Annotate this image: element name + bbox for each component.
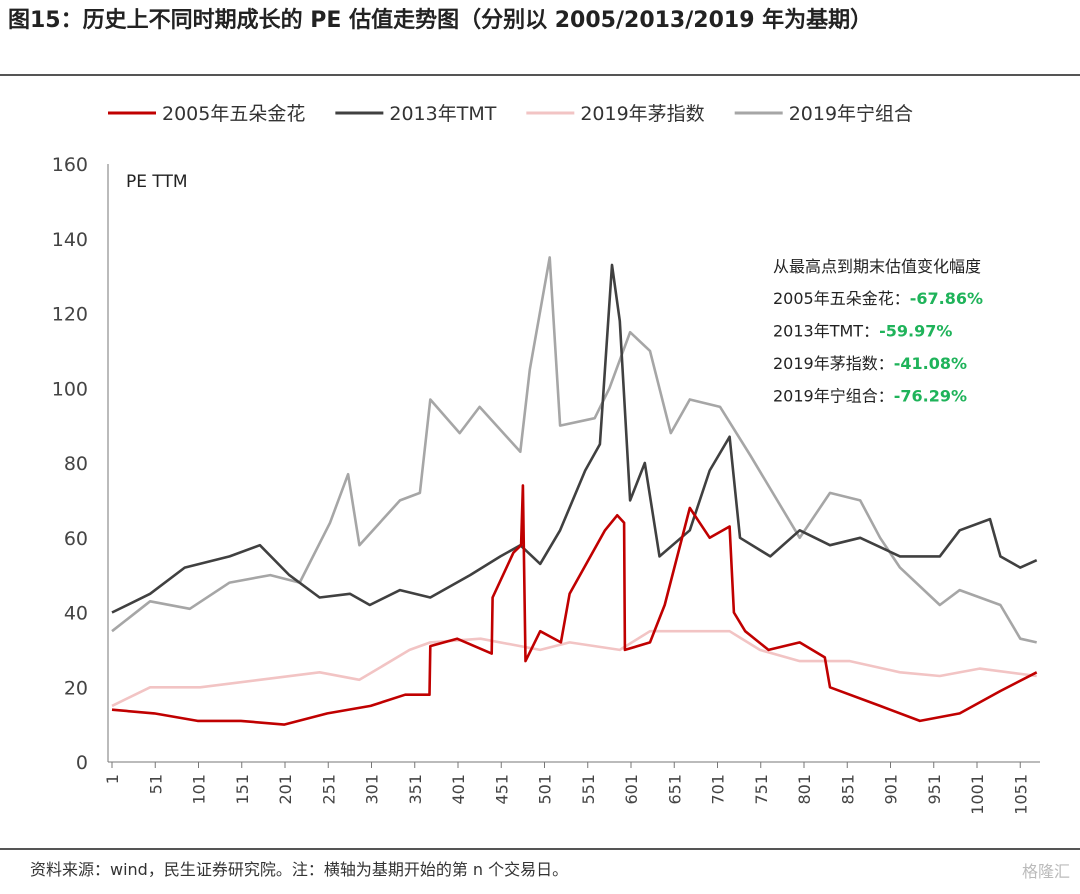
legend-label: 2019年茅指数 bbox=[580, 103, 704, 125]
x-tick-label: 151 bbox=[233, 774, 252, 805]
y-axis-label: PE TTM bbox=[126, 172, 188, 192]
footer-divider bbox=[0, 848, 1080, 850]
watermark: 格隆汇 bbox=[1021, 862, 1070, 881]
x-tick-label: 351 bbox=[406, 774, 425, 805]
annotation-value: -41.08% bbox=[894, 354, 967, 373]
x-tick-label: 601 bbox=[622, 774, 641, 805]
series-line-3 bbox=[111, 256, 1037, 644]
legend-label: 2005年五朵金花 bbox=[162, 103, 305, 125]
x-tick-label: 401 bbox=[449, 774, 468, 805]
x-tick-label: 51 bbox=[146, 774, 165, 794]
series-line-1 bbox=[111, 263, 1038, 614]
legend-label: 2013年TMT bbox=[389, 103, 496, 125]
annotation-label: 2019年茅指数： bbox=[773, 354, 894, 373]
y-tick-label: 100 bbox=[52, 378, 88, 400]
x-tick-label: 951 bbox=[925, 774, 944, 805]
x-tick-label: 851 bbox=[838, 774, 857, 805]
x-tick-label: 1051 bbox=[1011, 774, 1030, 815]
x-tick-label: 251 bbox=[319, 774, 338, 805]
series-line-2 bbox=[111, 629, 1037, 708]
annotation-label: 2013年TMT： bbox=[773, 322, 879, 341]
x-tick-label: 751 bbox=[752, 774, 771, 805]
x-tick-label: 701 bbox=[709, 774, 728, 805]
x-tick-label: 801 bbox=[795, 774, 814, 805]
x-tick-label: 101 bbox=[190, 774, 209, 805]
x-tick-label: 1 bbox=[103, 774, 122, 784]
y-tick-label: 0 bbox=[76, 752, 88, 774]
y-tick-label: 40 bbox=[64, 603, 88, 625]
y-tick-label: 60 bbox=[64, 528, 88, 550]
y-tick-label: 20 bbox=[64, 677, 88, 699]
chart-title: 图15：历史上不同时期成长的 PE 估值走势图（分别以 2005/2013/20… bbox=[8, 8, 873, 33]
x-tick-label: 451 bbox=[492, 774, 511, 805]
annotation-label: 2005年五朵金花： bbox=[773, 289, 910, 308]
legend-label: 2019年宁组合 bbox=[789, 103, 913, 125]
x-tick-label: 1001 bbox=[968, 774, 987, 815]
annotation-value: -67.86% bbox=[910, 289, 983, 308]
x-tick-label: 651 bbox=[665, 774, 684, 805]
title-divider bbox=[0, 74, 1080, 76]
annotation-label: 2019年宁组合： bbox=[773, 387, 894, 406]
y-tick-label: 80 bbox=[64, 453, 88, 475]
series-line-0 bbox=[111, 484, 1038, 726]
source-note: 资料来源：wind，民生证券研究院。注：横轴为基期开始的第 n 个交易日。 bbox=[30, 860, 569, 879]
x-tick-label: 551 bbox=[579, 774, 598, 805]
annotation-value: -59.97% bbox=[879, 322, 952, 341]
y-tick-label: 140 bbox=[52, 229, 88, 251]
x-tick-label: 901 bbox=[882, 774, 901, 805]
annotation-title: 从最高点到期末估值变化幅度 bbox=[773, 257, 981, 276]
annotation-value: -76.29% bbox=[894, 387, 967, 406]
x-tick-label: 501 bbox=[536, 774, 555, 805]
y-tick-label: 120 bbox=[52, 304, 88, 326]
y-tick-label: 160 bbox=[52, 154, 88, 176]
x-tick-label: 301 bbox=[363, 774, 382, 805]
x-tick-label: 201 bbox=[276, 774, 295, 805]
